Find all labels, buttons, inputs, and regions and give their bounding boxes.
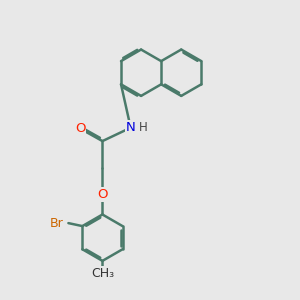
Text: H: H (139, 121, 148, 134)
Text: Br: Br (50, 217, 64, 230)
Text: O: O (75, 122, 86, 135)
Text: N: N (126, 121, 136, 134)
Text: O: O (97, 188, 108, 201)
Text: CH₃: CH₃ (91, 267, 114, 280)
